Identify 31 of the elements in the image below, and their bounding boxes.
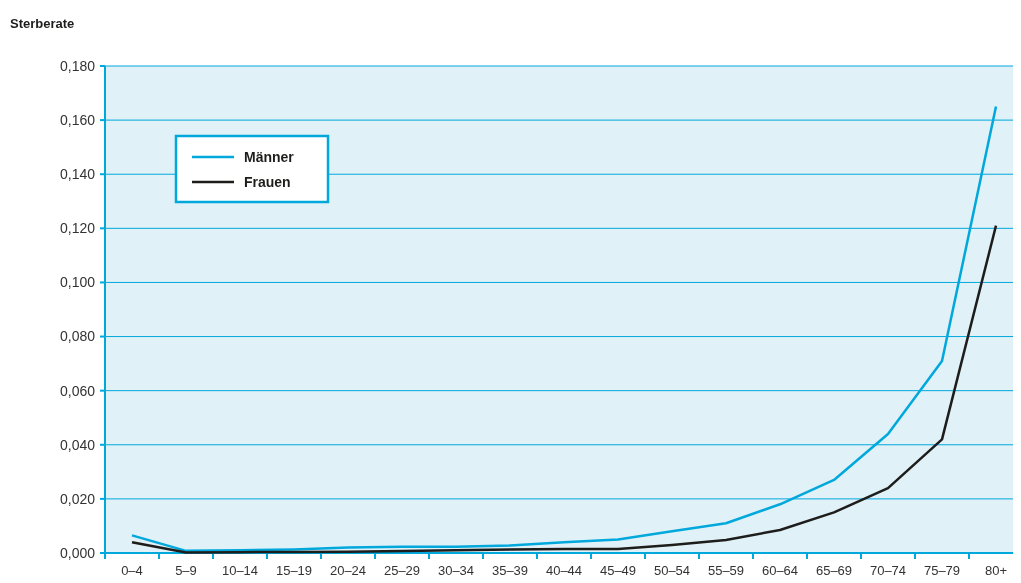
x-tick-label: 15–19 (275, 563, 313, 578)
y-tick-label: 0,100 (59, 274, 96, 291)
y-tick-label: 0,160 (59, 112, 96, 129)
line-series (130, 224, 998, 554)
x-tick-label: 25–29 (383, 563, 421, 578)
x-tick-label: 70–74 (869, 563, 907, 578)
x-tick-label: 65–69 (815, 563, 853, 578)
y-axis-title: Sterberate (10, 16, 75, 31)
y-tick-label: 0,140 (59, 166, 96, 183)
y-tick-label: 0,000 (59, 544, 96, 561)
x-tick-label: 55–59 (707, 563, 745, 578)
x-tick-label: 60–64 (761, 563, 799, 578)
y-tick-label: 0,080 (59, 328, 96, 345)
y-tick-label: 0,020 (59, 490, 96, 507)
x-tick-label: 20–24 (329, 563, 367, 578)
x-tick-label: 5–9 (175, 563, 197, 578)
x-tick-label: 45–49 (599, 563, 637, 578)
y-tick-label: 0,060 (59, 382, 96, 399)
y-tick-label: 0,120 (59, 220, 96, 237)
x-tick-label: 80+ (984, 563, 1008, 578)
x-tick-label: 40–44 (545, 563, 583, 578)
x-tick-label: 75–79 (923, 563, 961, 578)
y-tick-label: 0,180 (59, 57, 96, 74)
legend-label: Männer (244, 148, 295, 165)
x-tick-label: 50–54 (653, 563, 691, 578)
y-tick-label: 0,040 (59, 436, 96, 453)
x-tick-label: 0–4 (121, 563, 143, 578)
x-tick-label: 10–14 (221, 563, 259, 578)
x-tick-label: 35–39 (491, 563, 529, 578)
legend-label: Frauen (244, 173, 291, 190)
x-tick-label: 30–34 (437, 563, 475, 578)
